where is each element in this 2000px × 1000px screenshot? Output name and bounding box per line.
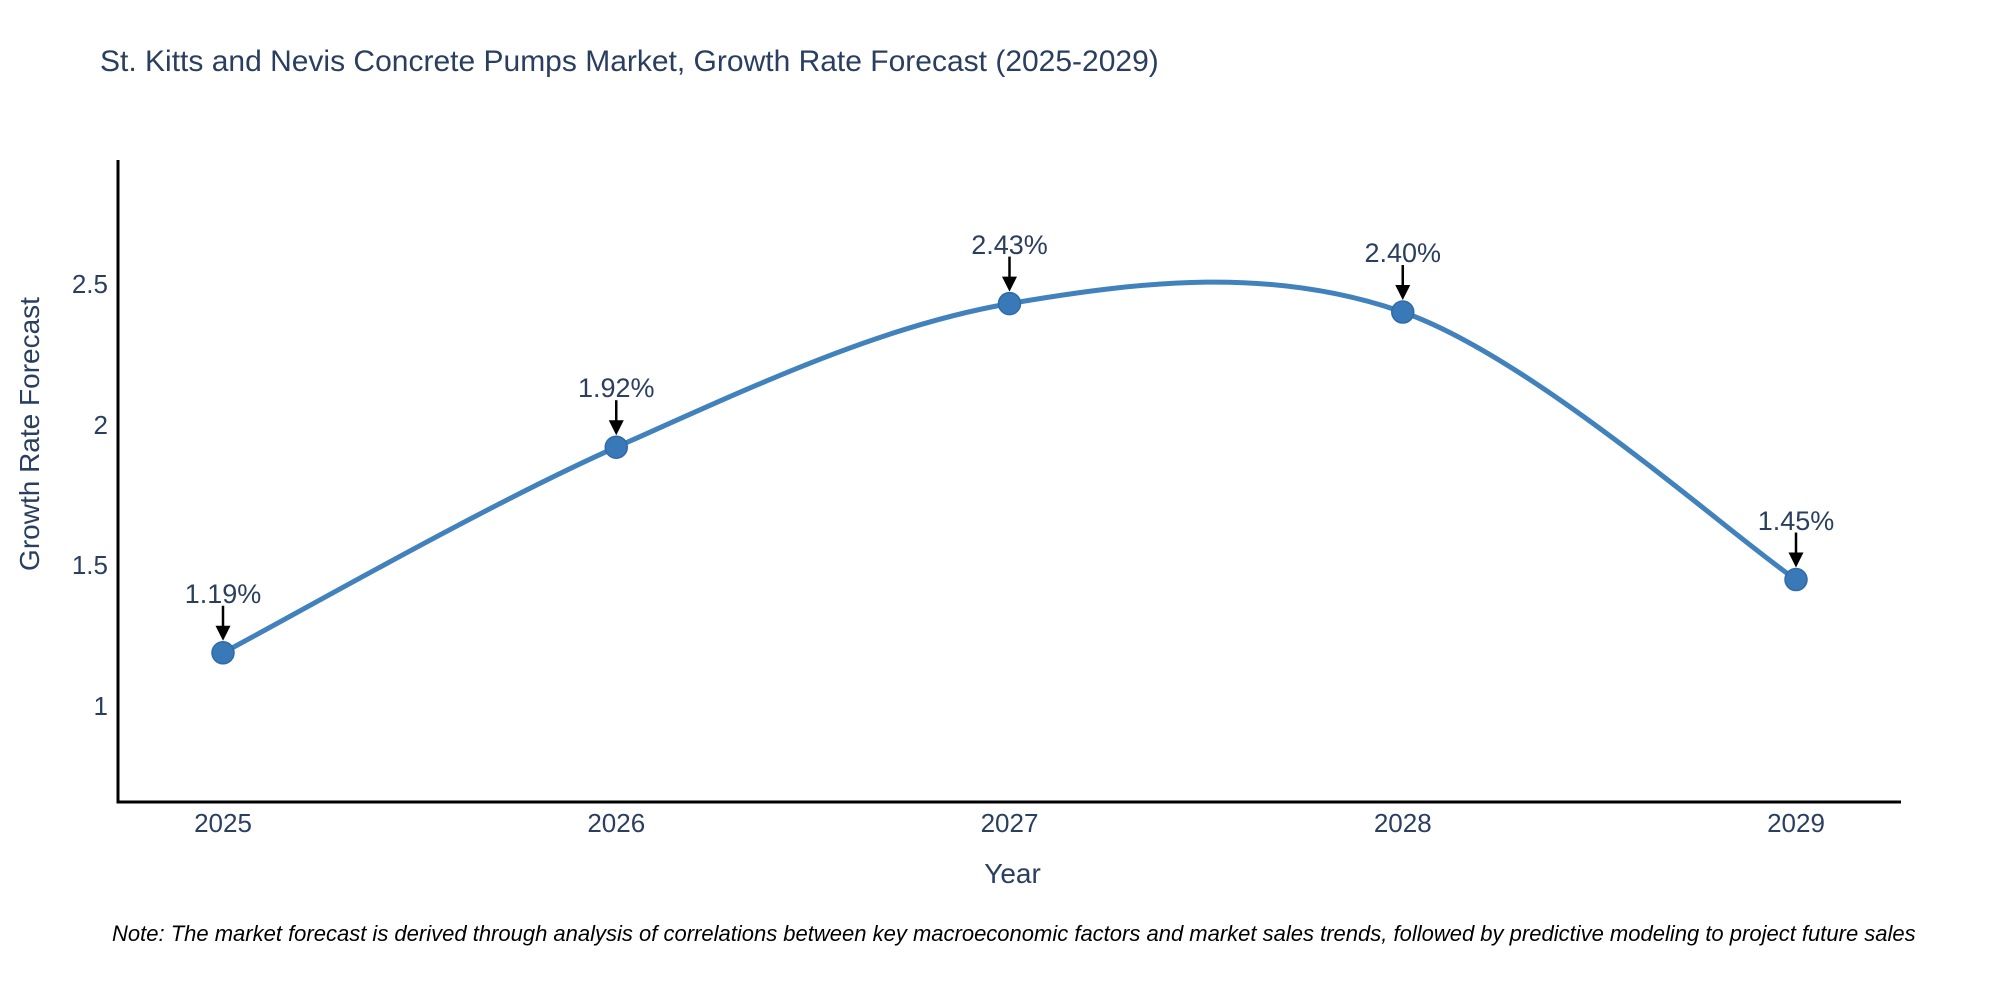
data-point-label: 1.92% [577,373,655,404]
trend-line [220,279,1799,656]
data-point-marker[interactable] [211,641,235,665]
data-point-marker[interactable] [997,291,1022,316]
data-point-marker[interactable] [1784,567,1808,592]
footnote: Note: The market forecast is derived thr… [112,921,1916,946]
annotation-arrow-head [1395,285,1411,301]
data-point-label: 1.19% [184,578,262,609]
y-tick-label: 1 [93,691,108,722]
annotation-arrow-head [1002,276,1017,292]
data-point-label: 2.40% [1364,238,1442,269]
x-tick-label: 2029 [1767,808,1825,838]
x-tick-label: 2028 [1373,808,1432,838]
x-tick-label: 2027 [980,808,1039,838]
data-point-marker[interactable] [1391,300,1415,324]
x-tick-label: 2025 [194,808,252,838]
chart-title: St. Kitts and Nevis Concrete Pumps Marke… [100,45,1159,78]
data-point-label: 2.43% [971,229,1048,260]
x-tick-label: 2026 [587,808,646,838]
x-axis-title: Year [984,858,1041,889]
y-tick-label: 2 [93,409,108,440]
annotation-arrow-head [1788,552,1804,568]
y-tick-label: 2.5 [71,268,108,299]
data-point-label: 1.45% [1757,505,1835,536]
data-point-marker[interactable] [604,435,628,459]
annotation-arrow-head [215,625,231,641]
annotation-arrow-head [608,420,624,436]
y-tick-label: 1.5 [71,550,108,581]
